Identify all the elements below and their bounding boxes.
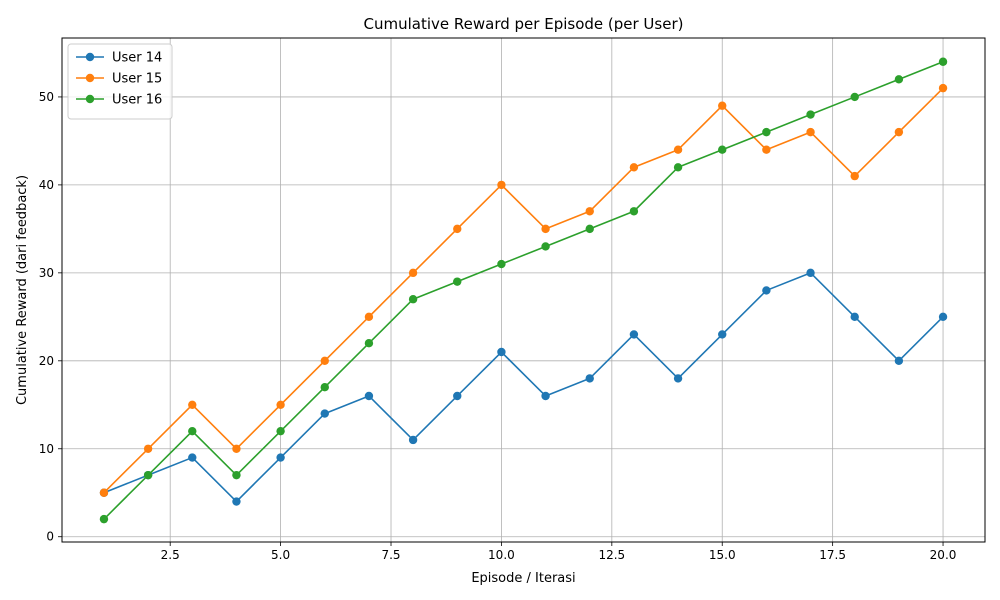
y-tick-label: 20	[39, 354, 54, 368]
data-point	[673, 374, 683, 383]
x-axis-label: Episode / Iterasi	[471, 571, 575, 586]
x-tick-label: 5.0	[271, 548, 290, 562]
data-point	[232, 497, 241, 506]
data-point	[938, 312, 948, 322]
series-1	[99, 268, 948, 506]
x-tick-label: 2.5	[161, 548, 180, 562]
data-point	[541, 242, 550, 251]
series-2	[99, 83, 948, 497]
x-tick-label: 15.0	[709, 548, 736, 562]
data-point	[673, 163, 683, 172]
data-point	[718, 101, 727, 110]
data-point	[408, 295, 418, 304]
y-tick-label: 40	[39, 178, 54, 192]
data-point	[541, 391, 550, 401]
data-point	[320, 409, 329, 418]
x-tick-label: 12.5	[598, 548, 625, 562]
data-point	[806, 127, 815, 137]
data-point	[276, 426, 285, 436]
data-point	[718, 145, 727, 154]
data-point	[762, 145, 771, 154]
legend: User 14 User 15 User 16	[67, 43, 173, 120]
legend-marker	[85, 73, 95, 83]
x-tick-label: 7.5	[381, 548, 400, 562]
series-line	[103, 272, 944, 503]
plot-frame	[61, 37, 986, 543]
y-axis-ticks: 0 10 20 30 40 50	[39, 90, 62, 544]
data-point	[408, 268, 418, 278]
legend-item: User 15	[76, 72, 162, 87]
data-point	[850, 171, 859, 181]
data-point	[188, 426, 197, 436]
data-point	[629, 330, 639, 339]
data-point	[497, 347, 506, 357]
data-point	[806, 110, 815, 119]
data-point	[276, 400, 285, 409]
y-tick-label: 10	[39, 442, 54, 456]
x-tick-label: 10.0	[488, 548, 515, 562]
data-point	[99, 514, 109, 524]
data-point	[894, 75, 904, 84]
data-point	[541, 224, 550, 234]
legend-marker	[85, 94, 95, 104]
data-point	[850, 312, 859, 322]
data-point	[585, 224, 594, 234]
data-point	[850, 92, 859, 102]
data-point	[497, 259, 506, 269]
data-point	[453, 277, 462, 286]
legend-item: User 14	[76, 51, 162, 66]
series-line	[103, 61, 944, 520]
data-point	[232, 470, 241, 480]
data-point	[408, 435, 418, 445]
data-point	[806, 268, 815, 278]
legend-marker	[85, 52, 95, 62]
data-point	[894, 356, 904, 366]
chart-title: Cumulative Reward per Episode (per User)	[364, 15, 684, 33]
data-point	[188, 453, 197, 462]
legend-label: User 14	[112, 51, 162, 66]
data-point	[938, 83, 948, 93]
y-tick-label: 50	[39, 90, 54, 104]
legend-label: User 16	[112, 93, 162, 108]
data-point	[276, 453, 285, 462]
data-point	[320, 356, 329, 366]
data-point	[762, 127, 771, 137]
data-point	[188, 400, 197, 409]
data-point	[585, 374, 594, 383]
grid-lines	[62, 38, 985, 542]
data-point	[673, 145, 683, 154]
data-point	[762, 286, 771, 295]
data-point	[364, 339, 374, 348]
legend-item: User 16	[76, 93, 162, 108]
data-point	[585, 207, 594, 216]
x-tick-label: 17.5	[819, 548, 846, 562]
data-point	[232, 444, 241, 453]
series-line	[103, 87, 944, 494]
data-point	[364, 391, 374, 401]
y-tick-label: 0	[46, 530, 54, 544]
data-point	[497, 180, 506, 190]
data-point	[143, 444, 153, 453]
data-point	[453, 224, 462, 234]
x-tick-label: 20.0	[930, 548, 957, 562]
y-axis-label: Cumulative Reward (dari feedback)	[15, 175, 30, 405]
x-axis-ticks: 2.5 5.0 7.5 10.0 12.5 15.0 17.5 20.0	[161, 542, 957, 562]
y-tick-label: 30	[39, 266, 54, 280]
data-point	[143, 470, 153, 480]
data-point	[629, 163, 639, 172]
data-point	[364, 312, 374, 322]
data-point	[938, 57, 948, 66]
data-point	[894, 127, 904, 137]
data-point	[718, 330, 727, 339]
data-point	[453, 391, 462, 401]
data-point	[629, 207, 639, 216]
data-point	[320, 382, 329, 392]
data-point	[99, 488, 109, 497]
series-3	[99, 57, 948, 524]
legend-label: User 15	[112, 72, 162, 87]
series-layer	[99, 57, 948, 524]
